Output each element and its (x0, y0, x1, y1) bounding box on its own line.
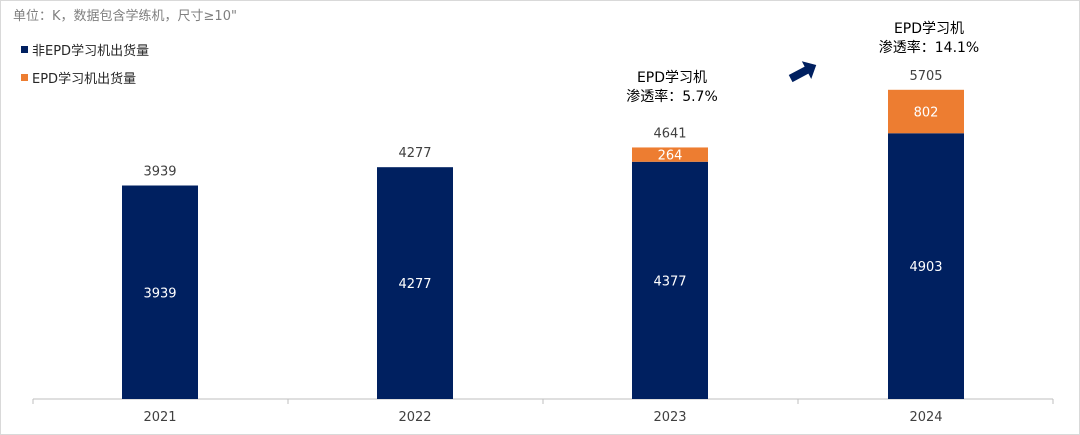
callout-2024-title: EPD学习机 (893, 21, 965, 37)
legend-label-non-epd: 非EPD学习机出货量 (32, 43, 150, 59)
legend-swatch-non-epd (21, 45, 28, 53)
x-tick-label-2022: 2022 (398, 410, 431, 425)
data-label-epd-2024: 802 (914, 106, 939, 121)
bar-non-epd-2024 (888, 133, 964, 400)
callout-2023: EPD学习机 渗透率：5.7% (607, 69, 737, 107)
up-right-arrow-shape (788, 61, 817, 83)
total-label-2024: 5705 (909, 69, 942, 84)
data-label-non-epd-2023: 4377 (653, 274, 686, 289)
legend-item-non-epd: 非EPD学习机出货量 (21, 39, 149, 59)
data-label-non-epd-2022: 4277 (398, 277, 431, 292)
total-label-2023: 4641 (653, 126, 686, 141)
total-label-2021: 3939 (143, 165, 176, 180)
data-label-non-epd-2024: 4903 (909, 260, 942, 275)
bar-epd-2023 (632, 147, 708, 162)
x-tick-label-2023: 2023 (653, 410, 686, 425)
callout-2024-rate: 渗透率：14.1% (878, 40, 980, 56)
data-label-non-epd-2021: 3939 (143, 286, 176, 301)
x-tick-label-2024: 2024 (909, 410, 942, 425)
bar-non-epd-2021 (122, 185, 198, 399)
up-right-arrow-icon (788, 61, 817, 83)
callout-2024: EPD学习机 渗透率：14.1% (859, 20, 999, 58)
unit-note: 单位：K，数据包含学练机，尺寸≥10" (13, 9, 237, 24)
data-label-epd-2023: 264 (658, 149, 683, 164)
bar-epd-2024 (888, 89, 964, 134)
total-label-2022: 4277 (398, 146, 431, 161)
legend-label-epd: EPD学习机出货量 (32, 71, 137, 87)
callout-2023-title: EPD学习机 (636, 70, 708, 86)
legend-swatch-epd (21, 73, 28, 81)
legend-item-epd: EPD学习机出货量 (21, 67, 149, 87)
callout-2023-rate: 渗透率：5.7% (626, 89, 718, 105)
bar-non-epd-2022 (377, 167, 453, 399)
bar-non-epd-2023 (632, 161, 708, 399)
x-tick-label-2021: 2021 (143, 410, 176, 425)
legend: 非EPD学习机出货量 EPD学习机出货量 (21, 39, 149, 95)
